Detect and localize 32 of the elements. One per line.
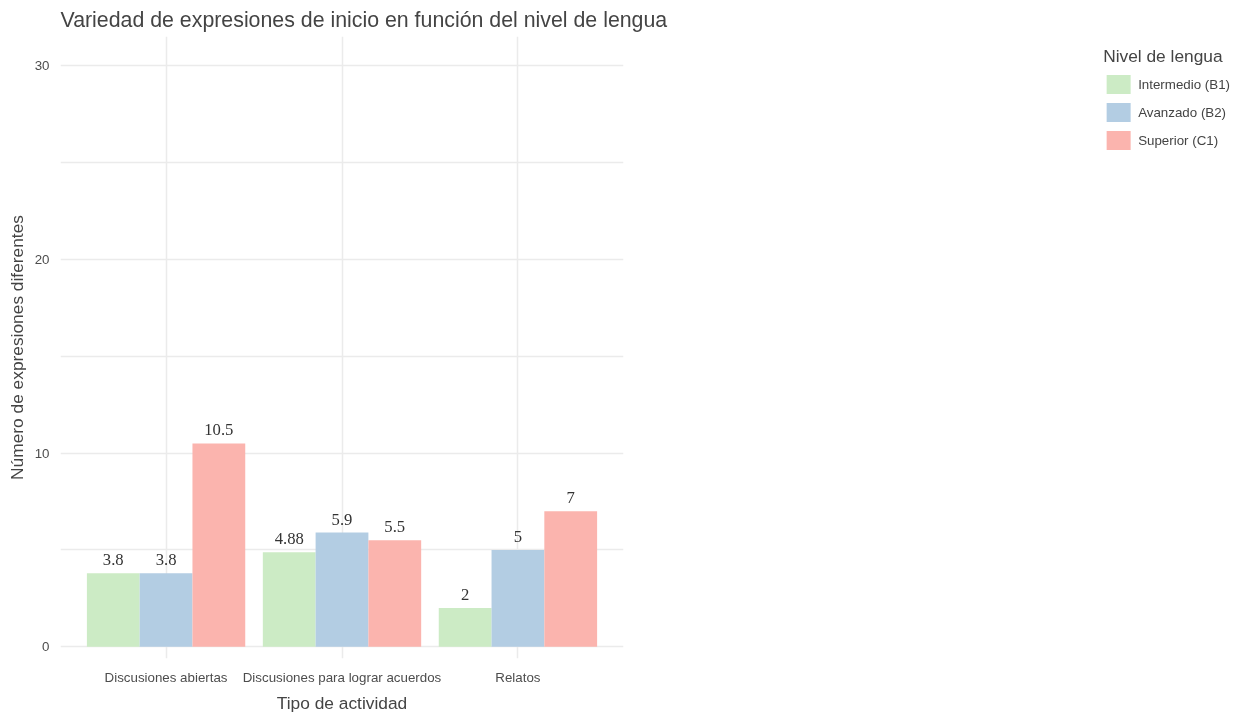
y-tick-label: 10: [34, 445, 50, 461]
x-tick-label: Discusiones para lograr acuerdos: [242, 669, 442, 685]
data-label: 7: [566, 488, 575, 508]
data-label: 10.5: [204, 420, 234, 440]
x-tick-label: Relatos: [495, 669, 541, 685]
x-tick-label: Discusiones abiertas: [104, 669, 228, 685]
data-label: 5: [513, 526, 523, 546]
legend-label: Intermedio (B1): [1138, 76, 1230, 92]
bar: [438, 608, 492, 647]
y-axis-title: Número de expresiones diferentes: [6, 214, 27, 480]
bar: [139, 573, 193, 647]
y-tick-label: 30: [34, 58, 50, 74]
y-tick-label: 20: [34, 251, 50, 267]
data-label: 5.9: [331, 509, 353, 529]
chart-title: Variedad de expresiones de inicio en función del nivel de lengua: [60, 7, 668, 32]
bar: [86, 573, 140, 647]
bar: [368, 540, 422, 647]
bar: [262, 552, 316, 647]
bar: [192, 443, 246, 647]
data-label: 3.8: [102, 550, 124, 570]
legend-label: Avanzado (B2): [1138, 104, 1227, 120]
data-label: 5.5: [384, 517, 406, 537]
data-label: 3.8: [155, 550, 177, 570]
y-tick-label: 0: [42, 639, 50, 655]
data-label: 4.88: [274, 529, 304, 549]
legend-title: Nivel de lengua: [1103, 46, 1224, 67]
bar: [315, 532, 369, 647]
x-axis-title: Tipo de actividad: [276, 692, 408, 713]
bar: [491, 549, 545, 647]
data-label: 2: [460, 585, 470, 605]
legend-label: Superior (C1): [1138, 132, 1219, 148]
bar: [544, 511, 598, 647]
